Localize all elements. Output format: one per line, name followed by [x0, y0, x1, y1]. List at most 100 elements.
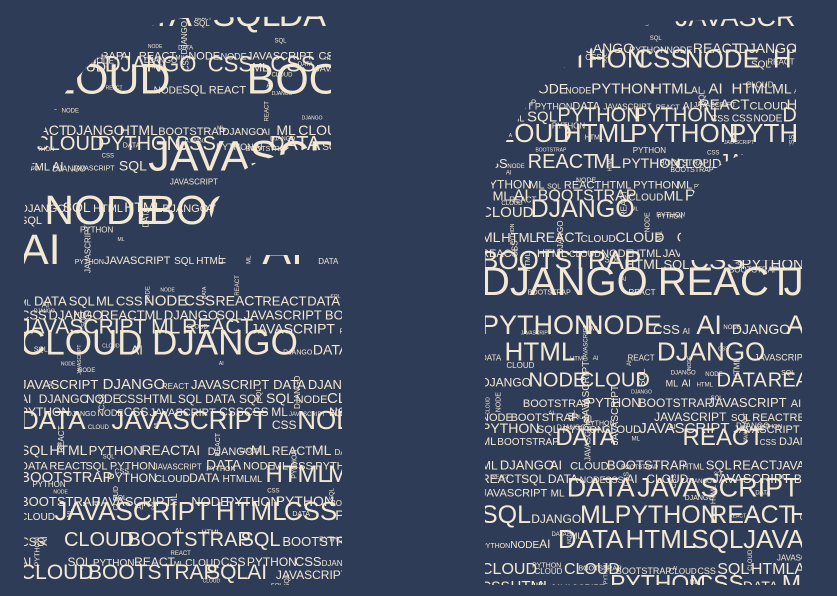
- cloud-word: ML: [174, 561, 184, 568]
- cloud-word: DJANGO: [557, 424, 587, 431]
- cloud-word: ML: [144, 307, 162, 322]
- cloud-word: ML: [782, 570, 814, 596]
- cloud-word: REACT: [693, 40, 741, 56]
- cloud-word: ML: [677, 179, 692, 191]
- cloud-word: JAVASCRIPT: [170, 177, 218, 186]
- cloud-word: ML: [690, 580, 699, 586]
- cloud-word: AI: [669, 424, 676, 431]
- cloud-word: ML: [580, 501, 615, 529]
- cloud-word: REACT: [49, 461, 87, 473]
- cloud-word: AI: [52, 159, 63, 173]
- cloud-word: CSS: [718, 347, 729, 353]
- cloud-word: CLOUD: [481, 561, 537, 578]
- cloud-word: JAVASCRIPT: [247, 50, 313, 62]
- cloud-word: REACT: [182, 315, 253, 338]
- cloud-word: PYTHON: [610, 570, 706, 596]
- cloud-word: JAVASCRIPT: [654, 410, 727, 424]
- cloud-word: SQL: [717, 561, 749, 578]
- cloud-word: NODE: [297, 405, 372, 435]
- cloud-word: BOOTSTRAP: [607, 457, 687, 472]
- cloud-word: SQL: [521, 472, 545, 486]
- cloud-word: DATA: [50, 67, 71, 76]
- cloud-word: ML: [481, 436, 496, 448]
- cloud-word: PYTHON: [535, 101, 573, 111]
- cloud-word: ML: [217, 125, 224, 131]
- cloud-word: REACT: [767, 58, 794, 67]
- cloud-word: CSS: [208, 51, 253, 76]
- cloud-word: SQL: [329, 487, 335, 500]
- cloud-word: AI: [266, 83, 273, 90]
- cloud-word: CLOUD: [88, 425, 110, 431]
- cloud-word: SQL: [697, 89, 706, 106]
- cloud-word: PYTHON: [587, 395, 641, 410]
- cloud-word: CSS: [182, 55, 191, 71]
- cloud-word: ML: [96, 293, 114, 308]
- cloud-word: CLOUD: [646, 472, 688, 486]
- cloud-word: NODE: [685, 44, 760, 74]
- cloud-word: JAVASCRIPT: [551, 583, 606, 593]
- cloud-word: HTML: [803, 489, 825, 498]
- cloud-word: AI: [621, 277, 627, 283]
- cloud-word: REACT: [162, 382, 189, 391]
- cloud-word: ML: [571, 531, 583, 540]
- cloud-word: PYTHON: [481, 420, 539, 436]
- cloud-word: AI: [175, 528, 182, 535]
- cloud-word: NODE: [687, 355, 693, 370]
- cloud-word: JAVASCRIPT: [584, 324, 590, 360]
- cloud-word: CLOUD: [185, 558, 220, 569]
- cloud-word: AI: [794, 90, 800, 96]
- cloud-word: PYTHON: [226, 494, 280, 509]
- cloud-word: CSS: [789, 134, 796, 149]
- cloud-word: BOOTSTRAP: [487, 99, 536, 108]
- cloud-word: CLOUD: [506, 361, 534, 370]
- cloud-word: PYTHON: [261, 189, 290, 196]
- cloud-word: SQL: [603, 53, 609, 63]
- cloud-word: CSS: [20, 307, 47, 322]
- cloud-word: NODE: [601, 248, 633, 260]
- cloud-word: AI: [20, 555, 31, 569]
- cloud-word: DJANGO: [332, 592, 378, 596]
- cloud-word: JAVASCRIPT: [754, 353, 809, 363]
- cloud-word: NODE: [61, 362, 76, 368]
- cloud-word: AI: [20, 50, 30, 62]
- cloud-word: ML: [772, 81, 792, 97]
- cloud-word: JAVASCRIPT: [72, 165, 115, 172]
- cloud-word: DATA: [259, 190, 280, 199]
- cloud-word: JAVASCRIPT: [276, 568, 349, 582]
- cloud-word: PYTHON: [93, 558, 135, 569]
- cloud-word: SQL: [547, 183, 561, 190]
- cloud-word: AI: [786, 155, 792, 161]
- cloud-word: BOOTSTRAP: [511, 412, 579, 424]
- cloud-word: REACT: [564, 179, 602, 191]
- cloud-word: DJANGO: [687, 479, 712, 485]
- right-quotation-mark: JAVASCRIPT DJANGO JAVASCRIPT DATA HTML NODE DJ…: [481, 16, 825, 596]
- cloud-word: DJANGO: [270, 137, 295, 143]
- cloud-word: HTML: [266, 461, 331, 488]
- cloud-word: DATA: [558, 524, 624, 554]
- cloud-word: ML: [591, 327, 600, 333]
- cloud-word: PYTHON: [585, 420, 614, 427]
- cloud-word: BOOTSTRAP: [729, 266, 778, 275]
- cloud-word: DJANGO: [531, 512, 581, 526]
- cloud-word: SQL: [113, 495, 127, 502]
- cloud-word: PYTHON: [110, 461, 156, 473]
- cloud-word: SQL: [711, 396, 724, 402]
- cloud-word: PYTHON: [510, 223, 516, 244]
- cloud-word: SQL: [68, 555, 92, 569]
- cloud-word: NODE: [296, 394, 328, 406]
- cloud-word: AI: [121, 50, 131, 62]
- cloud-word: HTML: [223, 474, 251, 485]
- cloud-word: HTML: [563, 118, 634, 148]
- cloud-word: DATA: [532, 582, 545, 588]
- cloud-word: REACT: [658, 260, 794, 304]
- cloud-word: NODE: [91, 57, 114, 66]
- cloud-word: JAVASCRIPT: [685, 210, 733, 219]
- cloud-word: REACT: [264, 101, 270, 122]
- cloud-word: CLOUD: [102, 344, 120, 350]
- cloud-word: JAVASCRIPT: [111, 405, 268, 435]
- cloud-word: ML: [706, 229, 726, 245]
- cloud-word: ML: [67, 508, 73, 517]
- cloud-word: HTML: [732, 248, 762, 260]
- cloud-word: BOOTSTRAP: [639, 396, 713, 410]
